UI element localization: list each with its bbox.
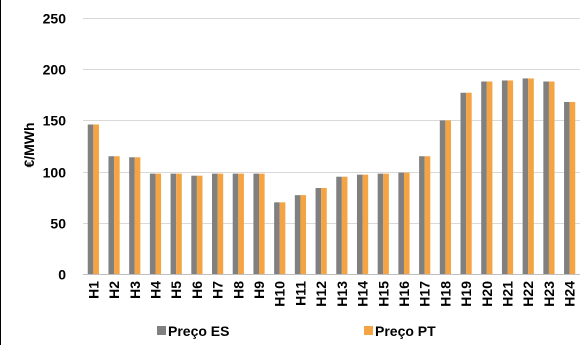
bar-pt-H19 xyxy=(466,92,472,274)
legend-swatch-es xyxy=(157,326,166,335)
x-tick-label: H9 xyxy=(251,281,267,299)
bar-es-H20 xyxy=(481,81,487,275)
bar-es-H15 xyxy=(377,173,384,274)
x-tick-label: H18 xyxy=(437,281,453,307)
legend: Preço ES Preço PT xyxy=(157,323,436,339)
y-tick-label: 0 xyxy=(58,267,66,283)
x-tick-label: H20 xyxy=(479,281,495,307)
x-tick-label: H23 xyxy=(541,281,557,307)
bar-pt-H7 xyxy=(217,173,224,274)
x-tick-label: H24 xyxy=(562,281,578,307)
bar-es-H23 xyxy=(543,81,549,275)
y-tick-label: 100 xyxy=(43,165,67,181)
bar-es-H11 xyxy=(294,195,301,274)
bar-pt-H9 xyxy=(259,173,265,274)
x-tick-label: H14 xyxy=(355,281,371,307)
bar-es-H4 xyxy=(149,173,156,274)
bar-pt-H5 xyxy=(176,173,182,274)
x-tick-label: H16 xyxy=(396,281,412,307)
bar-es-H10 xyxy=(274,202,280,274)
y-tick-label: 250 xyxy=(43,11,67,27)
bar-pt-H8 xyxy=(238,173,244,274)
axes: 0 50 100 150 200 250 H1 H2 H3 H4 H5 H6 H7 H8 H9 H10 H11 H… xyxy=(43,11,580,307)
bar-pt-H2 xyxy=(114,156,120,274)
bar-pt-H18 xyxy=(445,120,451,275)
y-axis-title: €/MWh xyxy=(21,122,37,167)
bar-es-H1 xyxy=(87,124,94,274)
bar-es-H9 xyxy=(253,173,260,274)
y-tick-label: 150 xyxy=(43,113,67,129)
x-tick-label: H12 xyxy=(313,281,329,307)
bar-es-H24 xyxy=(564,101,570,274)
bar-pt-H14 xyxy=(362,174,369,274)
bar-pt-H6 xyxy=(196,175,203,274)
bar-pt-H11 xyxy=(300,195,307,274)
x-tick-label: H2 xyxy=(106,281,122,299)
bar-es-H3 xyxy=(129,157,135,274)
bar-es-H21 xyxy=(501,80,508,275)
x-tick-label: H17 xyxy=(417,281,433,307)
gridlines xyxy=(83,18,580,224)
bar-pt-H1 xyxy=(93,124,99,274)
bar-es-H16 xyxy=(398,172,404,274)
bar-pt-H10 xyxy=(279,202,286,274)
x-tick-label: H22 xyxy=(520,281,536,307)
bar-pt-H22 xyxy=(528,78,534,274)
bar-pt-H23 xyxy=(548,81,555,275)
bar-pt-H12 xyxy=(321,187,327,274)
legend-label-pt: Preço PT xyxy=(375,323,436,339)
bar-es-H7 xyxy=(212,173,218,274)
bar-pt-H16 xyxy=(403,172,410,274)
bar-es-H22 xyxy=(522,78,529,274)
bar-es-H19 xyxy=(460,92,467,274)
bar-es-H13 xyxy=(336,176,342,274)
legend-label-es: Preço ES xyxy=(168,323,229,339)
bar-pt-H17 xyxy=(424,156,431,274)
bar-es-H6 xyxy=(191,175,197,274)
x-tick-label: H10 xyxy=(272,281,288,307)
bars xyxy=(87,78,576,275)
x-tick-label: H13 xyxy=(334,281,350,307)
y-tick-label: 200 xyxy=(43,62,67,78)
bar-pt-H3 xyxy=(134,157,141,274)
x-tick-label: H1 xyxy=(85,281,101,299)
y-tick-label: 50 xyxy=(50,216,66,232)
x-tick-label: H5 xyxy=(168,281,184,299)
bar-es-H17 xyxy=(419,156,425,274)
x-tick-label: H4 xyxy=(148,281,164,299)
x-tick-label: H7 xyxy=(210,281,226,299)
bar-pt-H20 xyxy=(486,81,493,275)
bar-es-H2 xyxy=(108,156,115,274)
x-tick-label: H15 xyxy=(375,281,391,307)
x-tick-label: H21 xyxy=(500,281,516,307)
bar-pt-H24 xyxy=(569,101,576,274)
bar-pt-H21 xyxy=(507,80,514,275)
bar-es-H5 xyxy=(170,173,177,274)
legend-swatch-pt xyxy=(364,326,373,335)
x-tick-label: H6 xyxy=(189,281,205,299)
x-tick-label: H8 xyxy=(230,281,246,299)
bar-es-H18 xyxy=(439,120,446,275)
x-tick-label: H3 xyxy=(127,281,143,299)
bar-es-H14 xyxy=(356,174,363,274)
bar-pt-H15 xyxy=(383,173,389,274)
bar-es-H12 xyxy=(315,187,322,274)
x-tick-label: H19 xyxy=(458,281,474,307)
bar-pt-H13 xyxy=(341,176,348,274)
bar-es-H8 xyxy=(232,173,239,274)
bar-pt-H4 xyxy=(155,173,162,274)
x-tick-label: H11 xyxy=(292,281,308,306)
